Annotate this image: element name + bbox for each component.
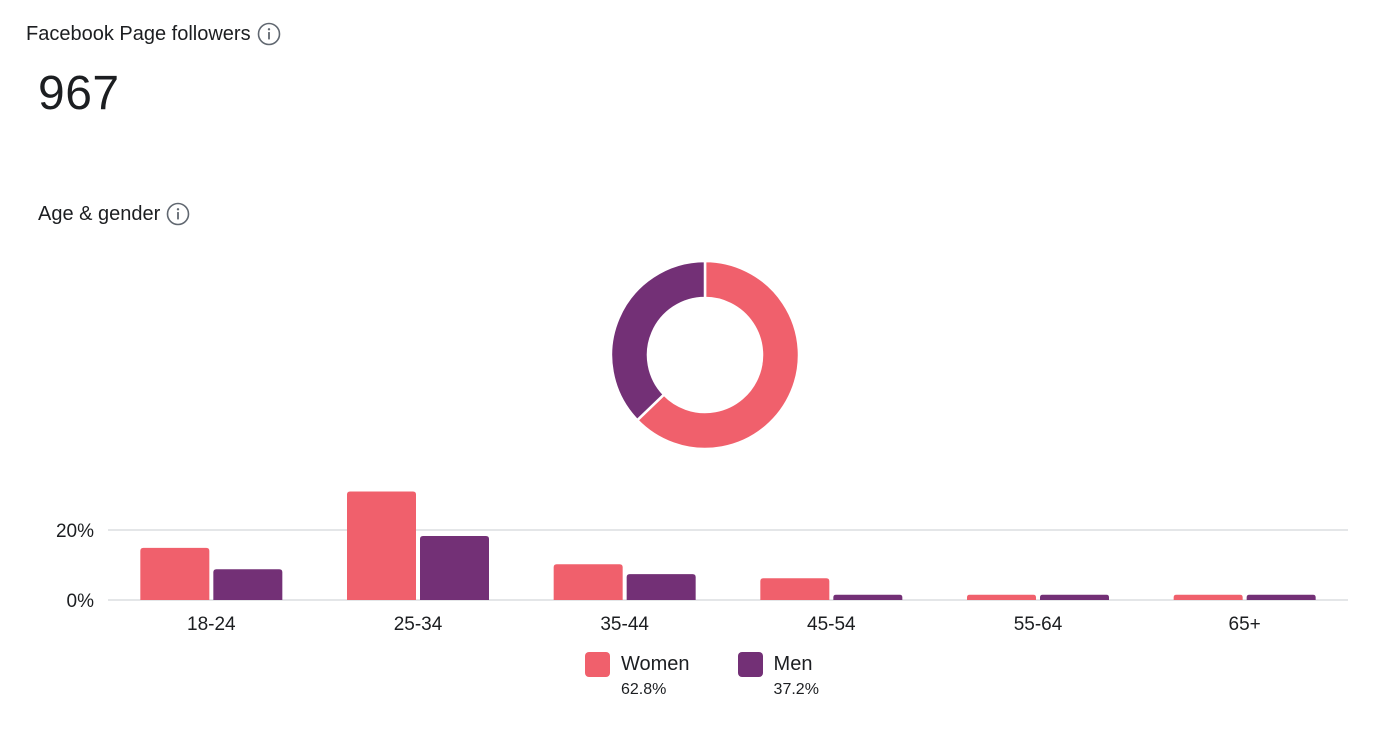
legend-item-women[interactable]: Women 62.8% xyxy=(585,652,690,699)
donut-slice-men[interactable] xyxy=(609,259,707,422)
bar-men-55-64[interactable] xyxy=(1040,594,1109,600)
bar-women-18-24[interactable] xyxy=(140,547,210,600)
bar-women-25-34[interactable] xyxy=(347,491,416,601)
y-tick-label: 0% xyxy=(67,591,95,612)
legend-percent-women: 62.8% xyxy=(621,681,667,698)
age-bar-chart: 0% 20% 18-24 25-34 35-44 45-54 55-64 65+ xyxy=(56,491,1348,635)
bar-women-45-54[interactable] xyxy=(760,578,830,600)
x-tick-label: 65+ xyxy=(1229,614,1261,635)
legend-swatch-women xyxy=(585,652,610,677)
bar-men-25-34[interactable] xyxy=(420,535,489,600)
legend-item-top: Men xyxy=(737,652,813,677)
legend-swatch-men xyxy=(737,652,763,677)
age-gender-heading: Age & gender xyxy=(38,202,190,226)
legend-item-men[interactable]: Men 37.2% xyxy=(737,652,819,699)
x-tick-label: 45-54 xyxy=(807,614,856,635)
legend-item-top: Women xyxy=(585,652,690,677)
followers-count: 967 xyxy=(38,67,120,120)
legend-label-women: Women xyxy=(621,653,690,675)
bar-women-35-44[interactable] xyxy=(553,564,623,600)
x-tick-label: 25-34 xyxy=(394,614,443,635)
x-tick-label: 55-64 xyxy=(1014,614,1063,635)
followers-title: Facebook Page followers xyxy=(26,22,251,45)
donut-slice-women[interactable] xyxy=(635,259,801,451)
bar-men-45-54[interactable] xyxy=(833,594,903,600)
legend-label-men: Men xyxy=(773,653,813,675)
followers-heading: Facebook Page followers xyxy=(26,22,281,46)
bar-women-65+[interactable] xyxy=(1173,594,1243,600)
legend-percent-men: 37.2% xyxy=(773,681,819,698)
x-tick-label: 18-24 xyxy=(187,614,236,635)
bar-women-55-64[interactable] xyxy=(967,594,1036,600)
chart-legend: Women 62.8% Men 37.2% xyxy=(585,652,819,699)
info-icon[interactable] xyxy=(257,22,281,46)
y-tick-label: 20% xyxy=(56,521,94,542)
info-icon[interactable] xyxy=(166,202,190,226)
bar-men-65+[interactable] xyxy=(1246,594,1316,600)
gender-donut-chart xyxy=(609,259,801,451)
age-gender-title: Age & gender xyxy=(38,202,161,225)
bar-men-35-44[interactable] xyxy=(626,574,696,600)
x-tick-label: 35-44 xyxy=(600,614,649,635)
bar-men-18-24[interactable] xyxy=(213,569,283,600)
